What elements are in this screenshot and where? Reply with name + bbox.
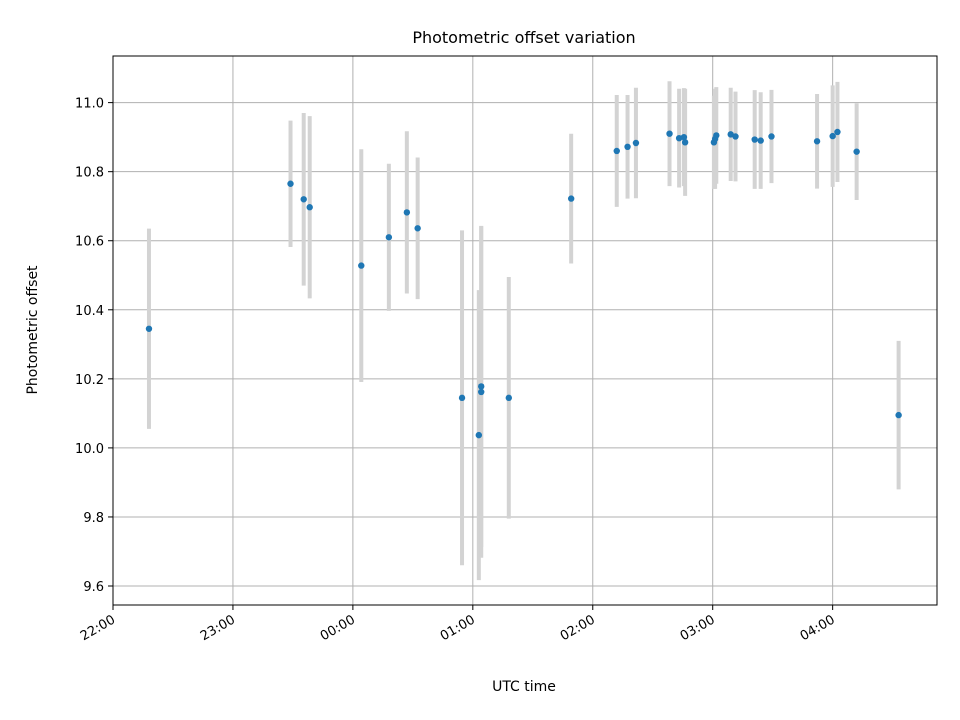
error-bars [146, 81, 901, 581]
data-point [829, 132, 836, 140]
y-tick-label: 11.0 [75, 97, 104, 112]
data-point [414, 225, 421, 232]
y-axis-label: Photometric offset [25, 265, 41, 395]
data-point [681, 139, 689, 146]
data-point [768, 133, 775, 140]
x-tick-label: 23:00 [198, 612, 238, 644]
data-point [713, 132, 720, 139]
x-tick-label: 02:00 [558, 612, 598, 644]
grid-lines [112, 56, 937, 605]
data-point [478, 388, 485, 396]
plot-area-frame [112, 55, 938, 606]
data-point [624, 143, 631, 151]
chart-title: Photometric offset variation [412, 28, 635, 47]
y-tick-label: 10.0 [75, 442, 104, 457]
data-point [813, 138, 821, 145]
data-point [475, 431, 483, 439]
x-axis-label: UTC time [492, 679, 556, 695]
y-tick-label: 9.8 [83, 511, 104, 526]
data-point [385, 234, 393, 241]
data-point [675, 134, 683, 142]
data-point [834, 128, 841, 136]
data-point [727, 131, 734, 138]
y-tick-label: 10.6 [75, 235, 104, 250]
data-point [567, 195, 575, 202]
data-point [300, 196, 307, 203]
data-point [306, 204, 313, 211]
data-point [757, 137, 764, 144]
data-point [478, 383, 485, 390]
data-point [613, 147, 620, 155]
data-point [403, 209, 411, 216]
data-point [751, 136, 758, 143]
x-axis-ticks: 22:00 23:00 00:00 01:00 02:00 03:00 04:00 [78, 605, 838, 644]
x-tick-label: 03:00 [678, 612, 718, 644]
data-point [666, 130, 673, 137]
data-point [632, 139, 640, 147]
y-tick-label: 10.8 [75, 166, 104, 181]
data-point [732, 133, 739, 140]
data-point [853, 148, 860, 155]
x-tick-label: 00:00 [318, 612, 358, 644]
x-tick-label: 22:00 [78, 612, 118, 644]
data-point [458, 394, 466, 402]
data-point [145, 325, 153, 332]
x-tick-label: 04:00 [798, 612, 838, 644]
x-tick-label: 01:00 [438, 612, 478, 644]
data-point [287, 180, 294, 187]
data-point [895, 411, 902, 419]
data-point [680, 133, 688, 141]
data-points [145, 128, 902, 439]
y-axis-ticks: 9.6 9.8 10.0 10.2 10.4 10.6 10.8 11.0 [75, 97, 113, 595]
data-point [358, 262, 365, 269]
y-tick-label: 10.2 [75, 373, 104, 388]
y-tick-label: 9.6 [83, 580, 104, 595]
y-tick-label: 10.4 [75, 304, 104, 319]
data-point [505, 394, 513, 402]
